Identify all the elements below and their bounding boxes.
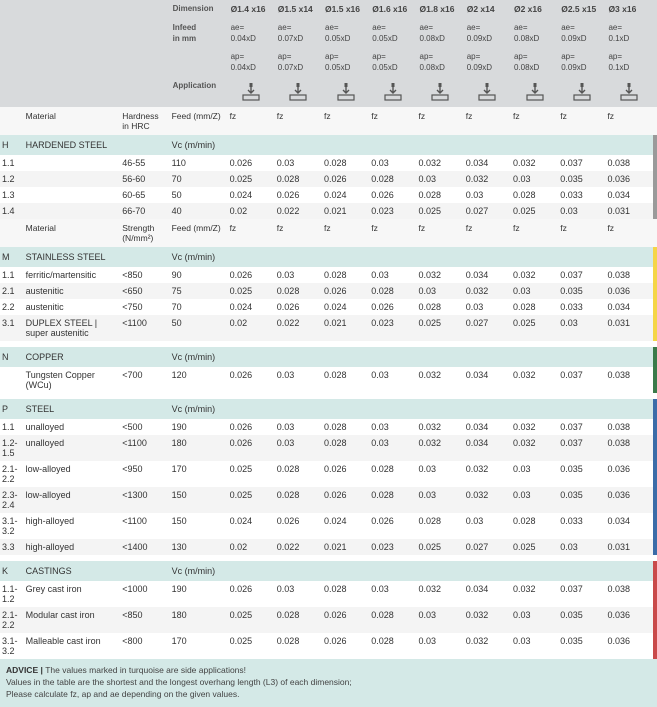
machining-data-table: DimensionØ1.4 x16Ø1.5 x14Ø1.5 x16Ø1.6 x1… [0,0,657,707]
advice-box: ADVICE | The values marked in turquoise … [0,659,657,707]
section-M: MSTAINLESS STEELVc (m/min) [0,247,657,267]
column-headers: MaterialStrength(N/mm²)Feed (mm/Z)fzfzfz… [0,219,657,247]
section-N: NCOPPERVc (m/min) [0,347,657,367]
data-row: 3.3high-alloyed<14001300.020.0220.0210.0… [0,539,657,555]
data-row: 1.466-70400.020.0220.0210.0230.0250.0270… [0,203,657,219]
column-headers: MaterialHardnessin HRCFeed (mm/Z)fzfzfzf… [0,107,657,135]
header-infeed-ae: Infeedin mmae=0.04xDae=0.07xDae=0.05xDae… [0,19,657,48]
data-row: 3.1-3.2Malleable cast iron<8001700.0250.… [0,633,657,659]
advice-title: ADVICE | [6,665,45,675]
data-row: 1.1unalloyed<5001900.0260.030.0280.030.0… [0,419,657,435]
data-row: 2.3-2.4low-alloyed<13001500.0250.0280.02… [0,487,657,513]
header-application: Application [0,77,657,107]
data-row: 2.1austenitic<650750.0250.0280.0260.0280… [0,283,657,299]
data-row: 2.1-2.2low-alloyed<9501700.0250.0280.026… [0,461,657,487]
data-row: 2.2austenitic<750700.0240.0260.0240.0260… [0,299,657,315]
data-row: 1.1-1.2Grey cast iron<10001900.0260.030.… [0,581,657,607]
header-infeed-ap: ap=0.04xDap=0.07xDap=0.05xDap=0.05xDap=0… [0,48,657,77]
data-table: DimensionØ1.4 x16Ø1.5 x14Ø1.5 x16Ø1.6 x1… [0,0,657,659]
data-row: 2.1-2.2Modular cast iron<8501800.0250.02… [0,607,657,633]
data-row: 1.1ferritic/martensitic<850900.0260.030.… [0,267,657,283]
data-row: Tungsten Copper (WCu)<7001200.0260.030.0… [0,367,657,393]
data-row: 1.360-65500.0240.0260.0240.0260.0280.030… [0,187,657,203]
header-dimension: DimensionØ1.4 x16Ø1.5 x14Ø1.5 x16Ø1.6 x1… [0,0,657,19]
data-row: 3.1-3.2high-alloyed<11001500.0240.0260.0… [0,513,657,539]
data-row: 1.146-551100.0260.030.0280.030.0320.0340… [0,155,657,171]
advice-line-0: The values marked in turquoise are side … [45,665,246,675]
data-row: 1.2-1.5unalloyed<11001800.0260.030.0280.… [0,435,657,461]
section-P: PSTEELVc (m/min) [0,399,657,419]
advice-line-2: Please calculate fz, ap and ae depending… [6,689,239,699]
section-K: KCASTINGSVc (m/min) [0,561,657,581]
data-row: 3.1DUPLEX STEEL |super austenitic<110050… [0,315,657,341]
advice-line-1: Values in the table are the shortest and… [6,677,352,687]
data-row: 1.256-60700.0250.0280.0260.0280.030.0320… [0,171,657,187]
section-H: HHARDENED STEELVc (m/min) [0,135,657,155]
